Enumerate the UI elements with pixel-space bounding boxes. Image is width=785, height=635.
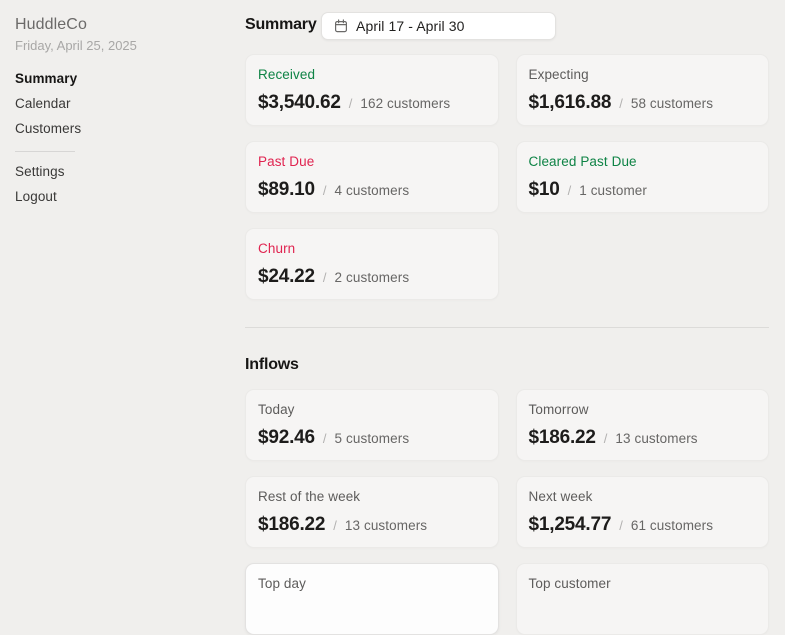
main-content: Summary April 17 - April 30 Received $3,… xyxy=(245,0,769,635)
amount-separator: / xyxy=(619,96,623,111)
card-customers: 4 customers xyxy=(334,183,410,198)
sidebar-nav: Summary Calendar Customers Settings Logo… xyxy=(15,66,245,209)
card-value-row: $186.22 / 13 customers xyxy=(529,425,757,452)
card-value-row: $186.22 / 13 customers xyxy=(258,512,486,539)
main-header: Summary April 17 - April 30 xyxy=(245,0,769,54)
current-date: Friday, April 25, 2025 xyxy=(15,38,137,53)
card-amount: $89.10 xyxy=(258,179,315,200)
card-churn: Churn $24.22 / 2 customers xyxy=(245,228,499,300)
card-label: Expecting xyxy=(528,67,589,82)
card-label: Rest of the week xyxy=(258,489,361,504)
page-title: Summary xyxy=(245,16,317,33)
card-label: Cleared Past Due xyxy=(528,154,637,169)
brand-title: HuddleCo xyxy=(15,16,87,33)
card-today: Today $92.46 / 5 customers xyxy=(245,389,499,461)
card-amount: $10 xyxy=(528,179,560,200)
card-cleared-past-due: Cleared Past Due $10 / 1 customer xyxy=(515,141,769,213)
card-value-row: $24.22 / 2 customers xyxy=(258,264,486,291)
card-amount: $24.22 xyxy=(258,266,315,287)
card-label: Top day xyxy=(258,576,306,591)
card-customers: 58 customers xyxy=(630,96,714,111)
card-rest-of-week: Rest of the week $186.22 / 13 customers xyxy=(245,476,499,548)
amount-separator: / xyxy=(348,96,353,111)
card-customers: 13 customers xyxy=(344,518,428,533)
card-value-row: $3,540.62 / 162 customers xyxy=(258,90,486,117)
sidebar-item-logout[interactable]: Logout xyxy=(15,188,57,204)
card-customers: 5 customers xyxy=(334,431,410,446)
card-label: Past Due xyxy=(258,154,315,169)
sidebar-item-settings[interactable]: Settings xyxy=(15,163,65,179)
card-amount: $186.22 xyxy=(528,427,596,448)
amount-separator: / xyxy=(322,431,327,446)
card-expecting: Expecting $1,616.88 / 58 customers xyxy=(515,54,769,126)
card-customers: 61 customers xyxy=(630,518,714,533)
sidebar-divider xyxy=(15,150,75,152)
card-value-row: $10 / 1 customer xyxy=(529,177,757,204)
card-top-day[interactable]: Top day xyxy=(245,563,499,635)
date-range-label: April 17 - April 30 xyxy=(356,18,465,34)
summary-cards: Received $3,540.62 / 162 customers Expecti… xyxy=(245,54,769,300)
card-customers: 162 customers xyxy=(360,96,451,111)
card-value-row: $89.10 / 4 customers xyxy=(258,177,486,204)
amount-separator: / xyxy=(322,270,327,285)
card-tomorrow: Tomorrow $186.22 / 13 customers xyxy=(515,389,769,461)
card-label: Next week xyxy=(528,489,593,504)
amount-separator: / xyxy=(322,183,327,198)
date-range-picker[interactable]: April 17 - April 30 xyxy=(321,12,556,40)
card-value-row: $1,254.77 / 61 customers xyxy=(529,512,757,539)
card-amount: $1,616.88 xyxy=(528,92,612,113)
sidebar-item-calendar[interactable]: Calendar xyxy=(15,96,71,112)
card-customers: 13 customers xyxy=(615,431,698,446)
amount-separator: / xyxy=(567,183,572,198)
inflows-cards: Today $92.46 / 5 customers Tomorrow $186.2… xyxy=(245,389,769,635)
amount-separator: / xyxy=(333,518,337,533)
calendar-icon xyxy=(335,19,348,33)
card-value-row: $92.46 / 5 customers xyxy=(258,425,486,452)
card-amount: $1,254.77 xyxy=(528,514,612,535)
sidebar-item-summary[interactable]: Summary xyxy=(15,71,78,86)
card-customers: 2 customers xyxy=(334,270,410,285)
card-amount: $186.22 xyxy=(258,514,326,535)
amount-separator: / xyxy=(603,431,608,446)
card-amount: $92.46 xyxy=(258,427,315,448)
card-value-row: $1,616.88 / 58 customers xyxy=(529,90,757,117)
amount-separator: / xyxy=(619,518,623,533)
sidebar-item-customers[interactable]: Customers xyxy=(15,121,82,137)
card-top-customer: Top customer xyxy=(515,563,769,635)
card-next-week: Next week $1,254.77 / 61 customers xyxy=(515,476,769,548)
card-amount: $3,540.62 xyxy=(258,92,341,113)
card-label: Tomorrow xyxy=(528,402,589,417)
card-label: Top customer xyxy=(528,576,611,591)
card-label: Today xyxy=(258,402,295,417)
card-label: Churn xyxy=(258,241,296,256)
card-label: Received xyxy=(258,67,316,82)
section-divider xyxy=(245,327,769,328)
card-customers: 1 customer xyxy=(579,183,648,198)
sidebar: HuddleCo Friday, April 25, 2025 Summary … xyxy=(0,0,245,600)
card-received: Received $3,540.62 / 162 customers xyxy=(245,54,499,126)
inflows-title: Inflows xyxy=(245,356,299,373)
card-past-due: Past Due $89.10 / 4 customers xyxy=(245,141,499,213)
